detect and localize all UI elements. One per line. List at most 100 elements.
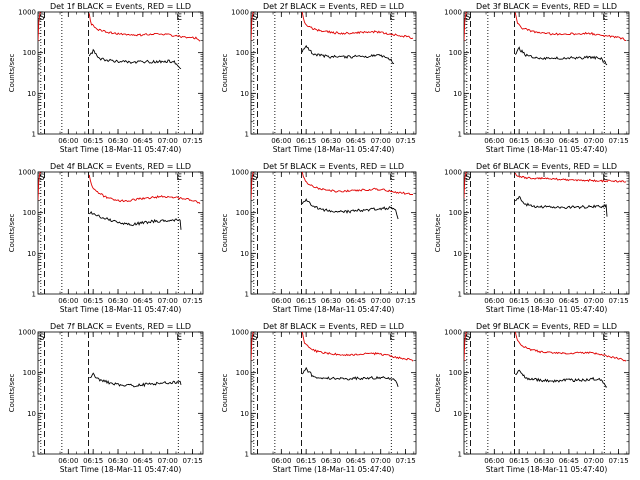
x-tick-label: 07:15 <box>395 137 415 145</box>
lld-pre-series-line <box>464 332 467 362</box>
end-marker-label: E <box>602 173 608 183</box>
y-tick-label: 10 <box>240 410 249 418</box>
chart-title: Det 2f BLACK = Events, RED = LLD <box>263 2 404 11</box>
y-tick-label: 10 <box>240 90 249 98</box>
x-tick-label: 07:15 <box>395 297 415 305</box>
end-marker-label: E <box>389 333 395 343</box>
lld-series-line <box>301 332 414 362</box>
lld-series-line <box>301 172 413 195</box>
chart-panel-8: Det 8f BLACK = Events, RED = LLD 1 10 100 10… <box>221 322 417 474</box>
start-marker-label: S <box>252 13 258 23</box>
y-tick-label: 10 <box>27 250 36 258</box>
end-marker-label: E <box>602 333 608 343</box>
x-tick-label: 06:45 <box>133 297 153 305</box>
x-tick-label: 06:45 <box>133 457 153 465</box>
x-tick-label: 07:00 <box>371 457 391 465</box>
lld-pre-series-line <box>38 172 41 201</box>
lld-pre-series-line <box>464 12 467 42</box>
x-axis-label: Start Time (18-Mar-11 05:47:40) <box>60 305 182 314</box>
x-tick-label: 07:00 <box>371 297 391 305</box>
x-tick-label: 07:00 <box>584 297 604 305</box>
x-tick-label: 06:00 <box>484 297 504 305</box>
end-marker-label: E <box>176 13 182 23</box>
y-tick-label: 100 <box>449 49 462 57</box>
x-tick-label: 06:00 <box>271 297 291 305</box>
y-tick-label: 100 <box>23 369 36 377</box>
y-tick-label: 100 <box>449 209 462 217</box>
events-series-line <box>301 198 399 220</box>
y-tick-label: 1000 <box>231 169 249 177</box>
x-tick-label: 07:00 <box>158 457 178 465</box>
x-tick-label: 07:15 <box>608 137 628 145</box>
events-series-line <box>514 195 608 217</box>
y-axis-label: Counts/sec <box>434 214 442 253</box>
y-tick-label: 1 <box>32 131 36 139</box>
y-tick-label: 1 <box>32 291 36 299</box>
y-tick-label: 100 <box>23 209 36 217</box>
x-tick-label: 06:00 <box>58 297 78 305</box>
y-axis-label: Counts/sec <box>221 374 229 413</box>
x-tick-label: 06:15 <box>296 297 316 305</box>
x-tick-label: 06:15 <box>296 457 316 465</box>
chart-panel-1: Det 1f BLACK = Events, RED = LLD 1 10 100 10… <box>8 2 204 154</box>
axes-frame <box>463 11 630 135</box>
events-series-line <box>88 48 182 70</box>
chart-title: Det 9f BLACK = Events, RED = LLD <box>476 322 617 331</box>
y-tick-label: 1 <box>458 131 462 139</box>
x-tick-label: 06:15 <box>296 137 316 145</box>
axes-frame <box>250 331 417 455</box>
x-tick-label: 06:45 <box>346 457 366 465</box>
y-tick-label: 100 <box>449 369 462 377</box>
lld-series-line <box>88 174 201 205</box>
chart-title: Det 3f BLACK = Events, RED = LLD <box>476 2 617 11</box>
y-axis-label: Counts/sec <box>434 54 442 93</box>
y-axis-label: Counts/sec <box>221 54 229 93</box>
y-tick-label: 1 <box>458 291 462 299</box>
start-marker-label: S <box>39 173 45 183</box>
start-marker-label: S <box>465 13 471 23</box>
chart-panel-6: Det 6f BLACK = Events, RED = LLD 1 10 100 10… <box>434 162 630 314</box>
start-marker-label: S <box>252 333 258 343</box>
x-tick-label: 06:00 <box>271 137 291 145</box>
axes-frame <box>37 331 204 455</box>
x-tick-label: 07:15 <box>182 297 202 305</box>
start-marker-label: S <box>465 173 471 183</box>
events-series-line <box>89 372 182 388</box>
x-tick-label: 06:30 <box>108 457 128 465</box>
x-tick-label: 06:45 <box>559 137 579 145</box>
end-marker-label: E <box>176 173 182 183</box>
x-tick-label: 06:30 <box>108 137 128 145</box>
end-marker-label: E <box>389 13 395 23</box>
x-tick-label: 06:15 <box>509 297 529 305</box>
x-tick-label: 06:15 <box>509 457 529 465</box>
y-axis-label: Counts/sec <box>221 214 229 253</box>
lld-pre-series-line <box>251 12 254 41</box>
y-tick-label: 1000 <box>444 329 462 337</box>
x-tick-label: 06:15 <box>509 137 529 145</box>
end-marker-label: E <box>602 13 608 23</box>
x-tick-label: 06:00 <box>58 137 78 145</box>
x-axis-label: Start Time (18-Mar-11 05:47:40) <box>273 465 395 474</box>
y-tick-label: 100 <box>236 209 249 217</box>
y-tick-label: 1 <box>245 451 249 459</box>
axes-frame <box>37 171 204 295</box>
end-marker-label: E <box>176 333 182 343</box>
y-tick-label: 10 <box>240 250 249 258</box>
x-tick-label: 06:00 <box>271 457 291 465</box>
x-axis-label: Start Time (18-Mar-11 05:47:40) <box>60 145 182 154</box>
x-tick-label: 07:15 <box>395 457 415 465</box>
y-tick-label: 10 <box>453 90 462 98</box>
y-axis-label: Counts/sec <box>8 214 16 253</box>
x-tick-label: 06:45 <box>559 297 579 305</box>
x-tick-label: 06:30 <box>534 457 554 465</box>
y-tick-label: 100 <box>236 369 249 377</box>
x-tick-label: 06:00 <box>58 457 78 465</box>
lld-series-line <box>514 332 627 362</box>
x-axis-label: Start Time (18-Mar-11 05:47:40) <box>486 305 608 314</box>
y-tick-label: 10 <box>453 410 462 418</box>
x-tick-label: 07:15 <box>182 457 202 465</box>
y-tick-label: 1000 <box>444 9 462 17</box>
y-tick-label: 10 <box>453 250 462 258</box>
x-tick-label: 07:00 <box>584 137 604 145</box>
